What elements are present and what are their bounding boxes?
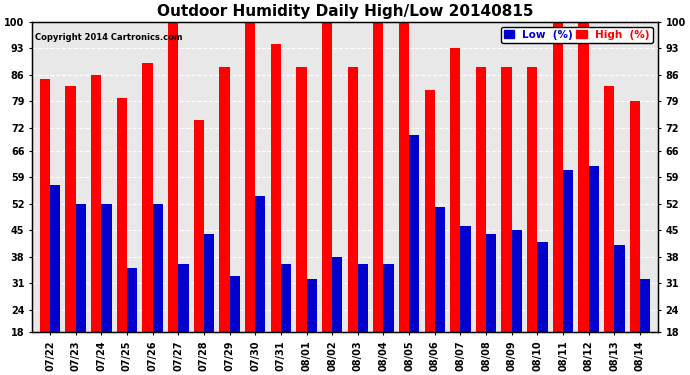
Bar xyxy=(281,264,291,333)
Title: Outdoor Humidity Daily High/Low 20140815: Outdoor Humidity Daily High/Low 20140815 xyxy=(157,4,533,19)
Bar xyxy=(486,234,496,333)
Bar xyxy=(219,67,230,333)
Bar xyxy=(399,22,409,333)
Bar xyxy=(358,264,368,333)
Bar xyxy=(563,170,573,333)
Bar xyxy=(604,86,614,333)
Bar xyxy=(348,67,358,333)
Bar xyxy=(322,22,332,333)
Bar xyxy=(578,22,589,333)
Bar xyxy=(66,86,76,333)
Bar xyxy=(435,207,445,333)
Bar xyxy=(614,245,624,333)
Bar xyxy=(230,276,240,333)
Bar xyxy=(512,230,522,333)
Bar xyxy=(409,135,420,333)
Bar xyxy=(204,234,214,333)
Bar xyxy=(538,242,548,333)
Bar xyxy=(76,204,86,333)
Bar xyxy=(589,166,599,333)
Bar xyxy=(270,45,281,333)
Bar xyxy=(450,48,460,333)
Bar xyxy=(553,22,563,333)
Bar xyxy=(255,196,266,333)
Bar xyxy=(152,204,163,333)
Bar xyxy=(101,204,112,333)
Bar xyxy=(245,22,255,333)
Legend: Low  (%), High  (%): Low (%), High (%) xyxy=(501,27,653,43)
Bar xyxy=(384,264,394,333)
Bar xyxy=(630,101,640,333)
Bar xyxy=(332,256,342,333)
Bar xyxy=(194,120,204,333)
Bar xyxy=(40,78,50,333)
Bar xyxy=(50,184,60,333)
Bar xyxy=(640,279,650,333)
Bar xyxy=(476,67,486,333)
Bar xyxy=(502,67,512,333)
Bar xyxy=(306,279,317,333)
Bar xyxy=(178,264,188,333)
Bar xyxy=(117,98,127,333)
Bar xyxy=(168,22,178,333)
Bar xyxy=(527,67,538,333)
Bar xyxy=(424,90,435,333)
Bar xyxy=(460,226,471,333)
Bar xyxy=(142,63,152,333)
Bar xyxy=(373,22,384,333)
Text: Copyright 2014 Cartronics.com: Copyright 2014 Cartronics.com xyxy=(35,33,183,42)
Bar xyxy=(296,67,306,333)
Bar xyxy=(91,75,101,333)
Bar xyxy=(127,268,137,333)
